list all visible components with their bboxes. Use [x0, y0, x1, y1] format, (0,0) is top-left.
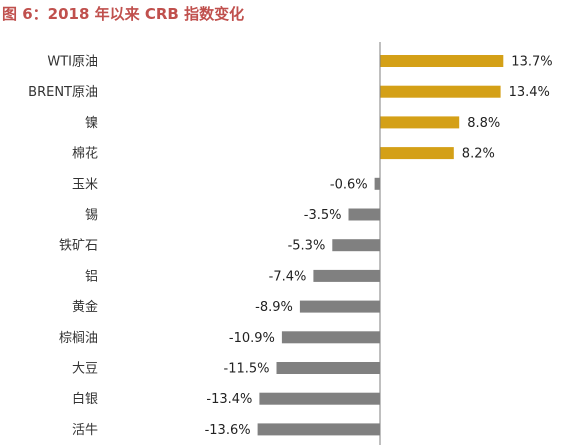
bar-6 [332, 239, 380, 252]
category-label: 玉米 [72, 177, 98, 192]
value-label: 8.8% [467, 116, 500, 131]
category-label: 大豆 [72, 362, 98, 377]
category-label: 棕榈油 [59, 331, 98, 346]
category-label: 白银 [72, 391, 98, 407]
bar-5 [348, 208, 380, 221]
bar-10 [276, 362, 380, 374]
bar-2 [380, 116, 460, 129]
category-label: 铝 [85, 269, 98, 284]
value-label: -13.6% [205, 423, 251, 438]
bar-1 [380, 85, 501, 98]
figure-title: 图 6：2018 年以来 CRB 指数变化 [2, 5, 245, 23]
bar-0 [380, 55, 504, 67]
category-label: 黄金 [72, 299, 98, 315]
bar-3 [380, 147, 454, 160]
category-label: 锡 [85, 208, 98, 223]
value-label: -13.4% [206, 392, 252, 407]
value-label: 13.7% [511, 55, 552, 70]
bar-7 [313, 269, 380, 282]
value-label: -10.9% [229, 331, 275, 346]
value-label: -7.4% [269, 269, 307, 284]
bar-9 [281, 331, 380, 344]
bar-12 [257, 423, 380, 436]
category-label: 棉花 [72, 146, 98, 162]
value-label: -8.9% [255, 300, 293, 315]
category-label: 镍 [85, 116, 98, 131]
value-label: -5.3% [288, 239, 326, 254]
bar-11 [259, 392, 380, 405]
value-labels-group: 13.7% 13.4% 8.8% 8.2% -0.6% -3.5% -5.3% -7.4% -8… [205, 55, 553, 438]
category-label: WTI原油 [47, 55, 98, 70]
category-label: 铁矿石 [59, 239, 98, 254]
bar-4 [374, 177, 380, 190]
value-label: 8.2% [462, 147, 495, 162]
category-label: 活牛 [72, 423, 98, 438]
value-label: -0.6% [330, 177, 368, 192]
value-label: 13.4% [509, 85, 550, 100]
bar-8 [299, 300, 380, 313]
category-label: BRENT原油 [28, 85, 98, 100]
value-label: -11.5% [224, 362, 270, 377]
value-label: -3.5% [304, 208, 342, 223]
bars-group [257, 55, 504, 436]
